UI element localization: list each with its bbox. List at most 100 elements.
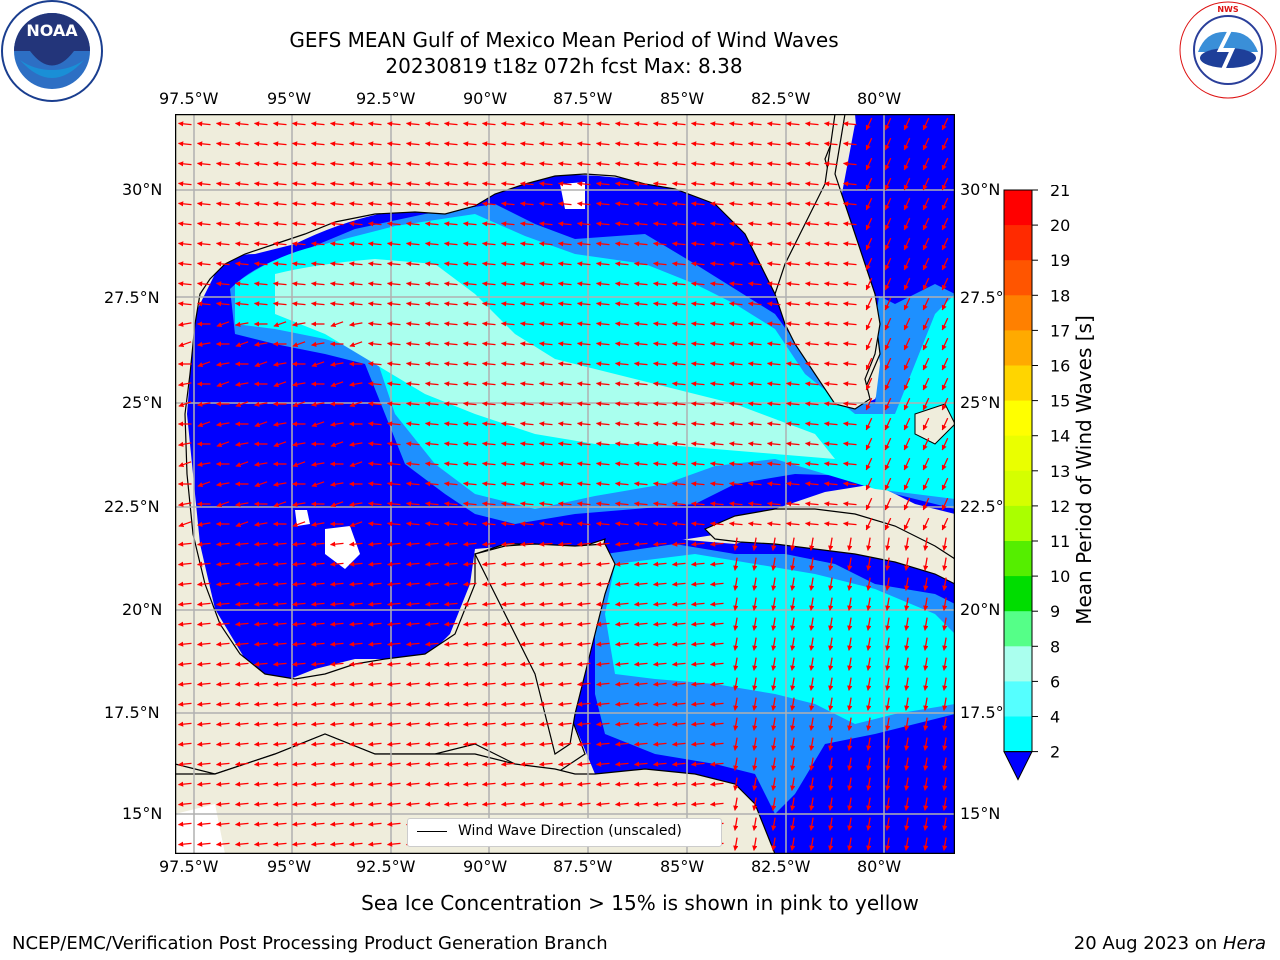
wind-arrow (196, 201, 211, 207)
wind-arrow (941, 217, 949, 231)
wind-arrow (785, 461, 800, 467)
wind-arrow (614, 381, 629, 387)
wind-arrow (557, 421, 572, 427)
wind-arrow (747, 221, 762, 227)
wind-arrow (709, 401, 724, 407)
wind-arrow (614, 201, 629, 207)
wind-arrow (443, 181, 458, 187)
wind-arrow (576, 241, 591, 247)
wind-arrow (842, 441, 857, 447)
wind-arrow (196, 141, 211, 147)
wind-arrow (272, 181, 287, 187)
wind-arrow (903, 377, 911, 391)
wind-arrow (903, 477, 911, 491)
wind-arrow (614, 321, 629, 327)
wind-arrow (462, 261, 477, 267)
colorbar-segment (1004, 190, 1032, 226)
wind-arrow (519, 161, 534, 167)
colorbar-tick-label: 11 (1050, 532, 1070, 551)
wind-arrow (884, 177, 892, 191)
colorbar-segment (1004, 435, 1032, 472)
wind-arrow (405, 221, 420, 227)
wind-arrow (291, 201, 306, 207)
wind-arrow (462, 541, 477, 547)
wind-arrow (884, 417, 892, 431)
wind-arrow (557, 401, 572, 407)
wind-arrow (462, 361, 477, 367)
wind-arrow (884, 317, 892, 331)
wind-arrow (424, 201, 439, 207)
wind-arrow (633, 401, 648, 407)
wind-arrow (747, 481, 762, 487)
wind-arrow (386, 361, 401, 367)
wind-arrow (614, 121, 629, 127)
lon-label: 95°W (267, 89, 312, 108)
wind-arrow (405, 461, 420, 467)
wind-arrow (922, 257, 930, 271)
wind-arrow (557, 181, 572, 187)
wind-arrow (329, 541, 344, 547)
wind-arrow (443, 521, 458, 527)
wind-arrow (519, 281, 534, 287)
wind-arrow (367, 381, 382, 387)
wind-arrow (804, 341, 819, 347)
wind-arrow (633, 121, 648, 127)
wind-arrow (557, 461, 572, 467)
wind-arrow (595, 401, 610, 407)
wind-arrow (747, 521, 762, 527)
wind-arrow (197, 401, 211, 407)
colorbar-segment (1004, 365, 1032, 402)
wind-arrow (272, 261, 287, 267)
wind-arrow (291, 161, 306, 167)
wind-arrow (234, 181, 249, 187)
wind-arrow (633, 521, 648, 527)
wind-arrow (367, 361, 382, 367)
wind-arrow (443, 501, 458, 507)
wind-arrow (633, 461, 648, 467)
wind-arrow (519, 341, 534, 347)
wind-arrow (842, 401, 857, 407)
wind-arrow (500, 281, 515, 287)
wind-arrow (443, 541, 458, 547)
wind-arrow (197, 361, 211, 368)
wind-arrow (728, 381, 743, 387)
wind-arrow (865, 317, 873, 331)
wind-arrow (481, 541, 496, 547)
wind-arrow (728, 441, 743, 447)
wind-arrow (865, 217, 873, 231)
wind-arrow (405, 281, 420, 287)
wind-arrow (804, 301, 819, 307)
wind-arrow (311, 521, 325, 527)
wind-arrow (519, 321, 534, 327)
wind-arrow (922, 437, 930, 451)
wind-arrow (253, 181, 268, 187)
colorbar-segment (1004, 611, 1032, 647)
wind-arrow (709, 141, 724, 147)
wind-arrow (671, 381, 686, 387)
wind-arrow (443, 201, 458, 207)
wind-arrow (197, 341, 211, 347)
wind-arrow (652, 461, 667, 467)
wind-arrow (865, 357, 873, 371)
wind-arrow (903, 177, 911, 191)
credit-text: NCEP/EMC/Verification Post Processing Pr… (12, 933, 608, 954)
wind-arrow (405, 301, 420, 307)
wind-arrow (865, 137, 873, 151)
wind-arrow (538, 181, 553, 187)
wind-arrow (823, 281, 838, 287)
wind-arrow (633, 381, 648, 387)
wind-arrow (481, 501, 496, 507)
wind-arrow (652, 161, 667, 167)
wind-arrow (804, 521, 819, 527)
wind-arrow (728, 121, 743, 127)
wind-arrow (177, 141, 192, 147)
wind-arrow (216, 421, 230, 427)
wind-arrow (728, 281, 743, 287)
wind-arrow (292, 441, 306, 447)
wind-arrow (443, 121, 458, 127)
wind-arrow (671, 301, 686, 307)
wind-arrow (329, 281, 344, 287)
colorbar-tick-label: 14 (1050, 427, 1070, 446)
wind-arrow (311, 361, 325, 368)
colorbar-tick-label: 4 (1050, 708, 1060, 727)
